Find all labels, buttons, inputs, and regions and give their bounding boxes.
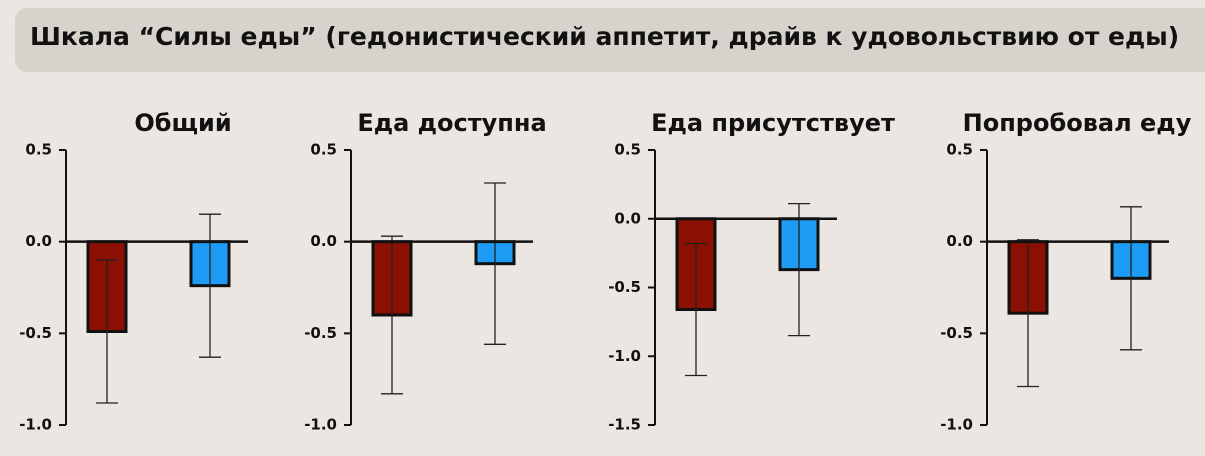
- y-tick-label: 0.0: [614, 209, 641, 227]
- header-band: [15, 8, 1205, 72]
- y-tick-label: 0.5: [614, 141, 641, 159]
- y-tick-label: -0.5: [19, 324, 52, 342]
- header-title: Шкала “Силы еды” (гедонистический аппети…: [30, 22, 1179, 51]
- panel-title: Общий: [134, 109, 231, 137]
- error-bar: [1120, 206, 1142, 351]
- y-tick-label: 0.0: [310, 232, 337, 250]
- y-tick-label: 0.0: [946, 232, 973, 250]
- error-bar: [788, 202, 810, 337]
- y-tick-label: 0.5: [946, 141, 973, 159]
- y-tick-label: -1.5: [608, 416, 641, 434]
- panel-title: Еда присутствует: [651, 109, 895, 137]
- y-tick-label: -0.5: [304, 324, 337, 342]
- error-bar: [96, 259, 118, 404]
- y-tick-label: -1.0: [608, 347, 641, 365]
- y-tick-label: -1.0: [940, 416, 973, 434]
- panel-title: Еда доступна: [357, 109, 546, 137]
- error-bar: [1017, 239, 1039, 388]
- error-bar: [484, 182, 506, 345]
- y-tick-label: -0.5: [940, 324, 973, 342]
- y-tick-label: 0.5: [310, 141, 337, 159]
- y-tick-label: 0.5: [25, 141, 52, 159]
- y-tick-label: -1.0: [304, 416, 337, 434]
- y-tick-label: 0.0: [25, 232, 52, 250]
- y-tick-label: -1.0: [19, 416, 52, 434]
- error-bar: [381, 235, 403, 395]
- y-tick-label: -0.5: [608, 278, 641, 296]
- panel-title: Попробовал еду: [963, 109, 1192, 137]
- error-bar: [199, 213, 221, 358]
- error-bar: [685, 242, 707, 377]
